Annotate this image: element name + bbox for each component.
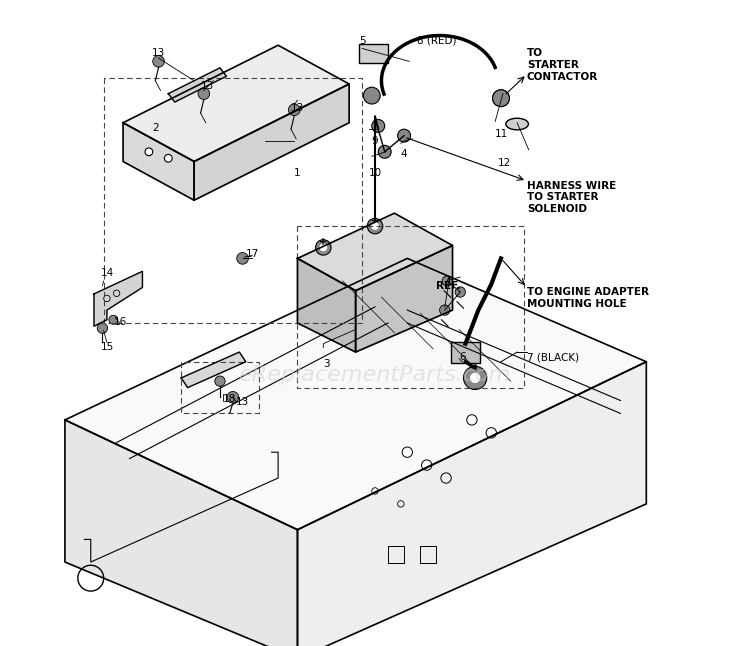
Text: 17: 17 bbox=[246, 249, 259, 258]
Text: 13: 13 bbox=[152, 48, 166, 58]
Circle shape bbox=[145, 148, 153, 156]
Circle shape bbox=[368, 218, 382, 234]
Text: 5: 5 bbox=[358, 36, 365, 45]
Polygon shape bbox=[65, 420, 298, 646]
FancyBboxPatch shape bbox=[452, 342, 480, 363]
Ellipse shape bbox=[506, 118, 529, 130]
Circle shape bbox=[398, 129, 410, 142]
Text: 4: 4 bbox=[400, 149, 407, 158]
Polygon shape bbox=[356, 245, 452, 352]
FancyBboxPatch shape bbox=[359, 44, 388, 63]
Polygon shape bbox=[298, 362, 646, 646]
Text: HARNESS WIRE
TO STARTER
SOLENOID: HARNESS WIRE TO STARTER SOLENOID bbox=[526, 181, 616, 214]
Circle shape bbox=[198, 88, 209, 99]
Circle shape bbox=[98, 323, 107, 333]
Circle shape bbox=[316, 240, 331, 255]
Text: 11: 11 bbox=[494, 129, 508, 139]
Text: TO ENGINE ADAPTER
MOUNTING HOLE: TO ENGINE ADAPTER MOUNTING HOLE bbox=[526, 287, 649, 309]
Text: 6: 6 bbox=[459, 352, 466, 362]
Text: 9: 9 bbox=[372, 136, 379, 145]
Circle shape bbox=[440, 305, 450, 315]
Polygon shape bbox=[123, 123, 194, 200]
Circle shape bbox=[442, 276, 452, 286]
Polygon shape bbox=[65, 258, 646, 530]
Circle shape bbox=[214, 376, 225, 386]
Text: −: − bbox=[371, 216, 379, 226]
Circle shape bbox=[378, 145, 392, 158]
Text: TO
STARTER
CONTACTOR: TO STARTER CONTACTOR bbox=[526, 48, 598, 81]
Text: 16: 16 bbox=[113, 317, 127, 326]
Polygon shape bbox=[298, 258, 356, 352]
Polygon shape bbox=[182, 352, 246, 388]
Text: 3: 3 bbox=[323, 359, 330, 368]
Circle shape bbox=[164, 154, 172, 162]
Circle shape bbox=[153, 56, 164, 67]
Text: 10: 10 bbox=[368, 168, 382, 178]
Circle shape bbox=[289, 104, 300, 116]
Circle shape bbox=[372, 120, 385, 132]
Text: 7 (BLACK): 7 (BLACK) bbox=[526, 352, 579, 362]
Bar bbox=[388, 546, 404, 563]
Circle shape bbox=[371, 222, 379, 230]
Circle shape bbox=[237, 253, 248, 264]
Circle shape bbox=[464, 366, 487, 390]
Text: +: + bbox=[320, 237, 328, 247]
Text: 14: 14 bbox=[100, 268, 114, 278]
Circle shape bbox=[109, 315, 118, 324]
Bar bbox=[420, 546, 436, 563]
Text: 13: 13 bbox=[236, 397, 249, 407]
Circle shape bbox=[363, 87, 380, 104]
Text: 12: 12 bbox=[498, 158, 511, 168]
Polygon shape bbox=[298, 213, 452, 291]
Text: 18: 18 bbox=[224, 394, 236, 404]
Circle shape bbox=[320, 244, 327, 251]
Polygon shape bbox=[123, 45, 350, 162]
Circle shape bbox=[227, 391, 238, 403]
Polygon shape bbox=[94, 271, 142, 326]
Text: 15: 15 bbox=[100, 342, 114, 352]
Circle shape bbox=[493, 90, 509, 107]
Polygon shape bbox=[194, 84, 350, 200]
Text: 1: 1 bbox=[294, 168, 301, 178]
Text: 2: 2 bbox=[152, 123, 159, 132]
Circle shape bbox=[455, 287, 466, 297]
Text: eReplacementParts.com: eReplacementParts.com bbox=[238, 365, 511, 384]
Text: 13: 13 bbox=[291, 103, 304, 113]
Circle shape bbox=[470, 373, 480, 383]
Text: 8 (RED): 8 (RED) bbox=[417, 36, 457, 45]
Circle shape bbox=[493, 90, 509, 107]
Text: 13: 13 bbox=[200, 81, 214, 90]
Polygon shape bbox=[168, 68, 226, 102]
Text: REF.: REF. bbox=[436, 281, 461, 291]
